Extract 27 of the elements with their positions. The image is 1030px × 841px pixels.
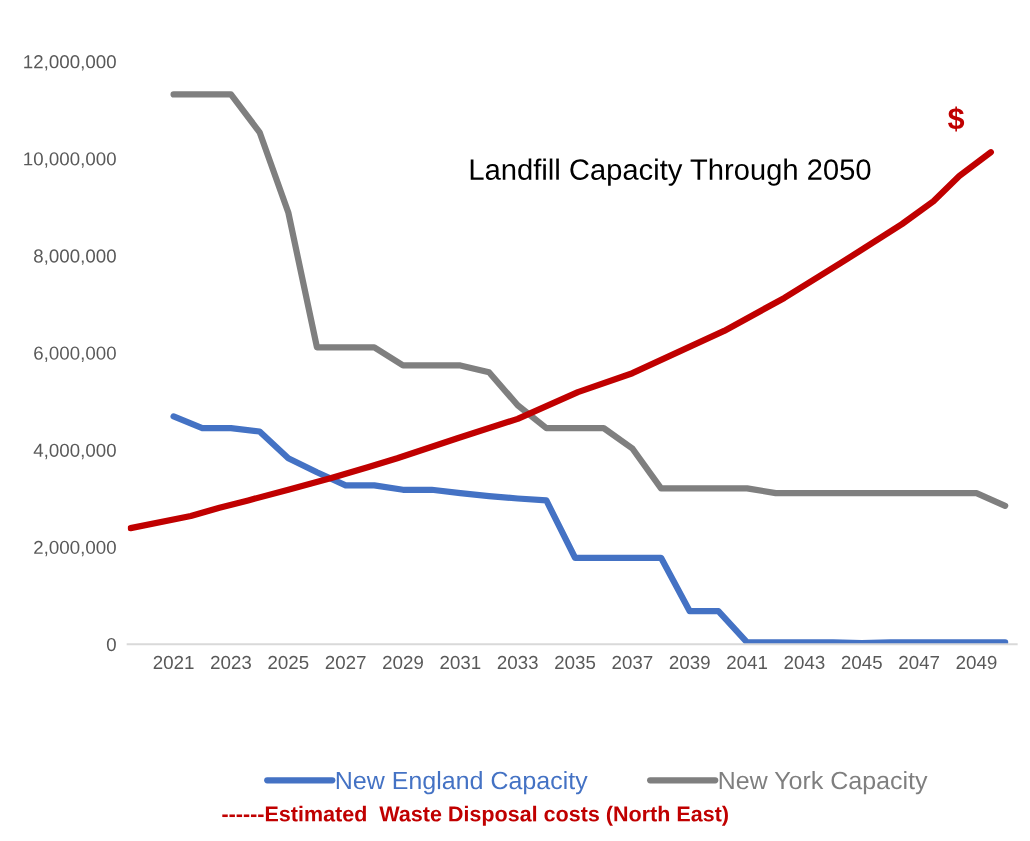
y-tick-label: 10,000,000 xyxy=(24,152,116,168)
y-tick-label: 8,000,000 xyxy=(34,249,116,265)
x-tick-label: 2049 xyxy=(956,655,997,670)
y-tick-label: 2,000,000 xyxy=(34,540,116,557)
x-tick-label: 2045 xyxy=(841,655,882,670)
x-tick-label: 2035 xyxy=(555,655,596,670)
x-tick-label: 2025 xyxy=(268,655,309,670)
y-tick-label: 12,000,000 xyxy=(24,55,116,71)
text: Landfill Capacity Through 2050 xyxy=(470,158,871,186)
x-tick-label: 2047 xyxy=(899,655,940,670)
annotation: $ xyxy=(947,106,965,132)
x-tick-label: 2031 xyxy=(440,655,481,670)
x-tick-label: 2043 xyxy=(784,655,825,670)
x-tick-label: 2037 xyxy=(612,655,653,670)
x-tick-label: 2023 xyxy=(211,655,251,670)
text: ------Estimated Waste Disposal costs (North East) xyxy=(222,805,728,826)
y-tick-label: 6,000,000 xyxy=(34,346,116,362)
x-tick-label: 2039 xyxy=(669,655,710,670)
x-tick-label: 2033 xyxy=(497,655,538,670)
x-tick-label: 2021 xyxy=(153,655,194,670)
x-tick-label: 2027 xyxy=(325,655,366,670)
y-tick-label: 4,000,000 xyxy=(33,443,116,460)
legend-label: New England Capacity xyxy=(336,770,588,795)
legend-label: New York Capacity xyxy=(719,770,928,795)
x-tick-label: 2029 xyxy=(383,655,423,670)
y-tick-label: 0 xyxy=(106,637,116,652)
x-tick-label: 2041 xyxy=(727,655,768,670)
